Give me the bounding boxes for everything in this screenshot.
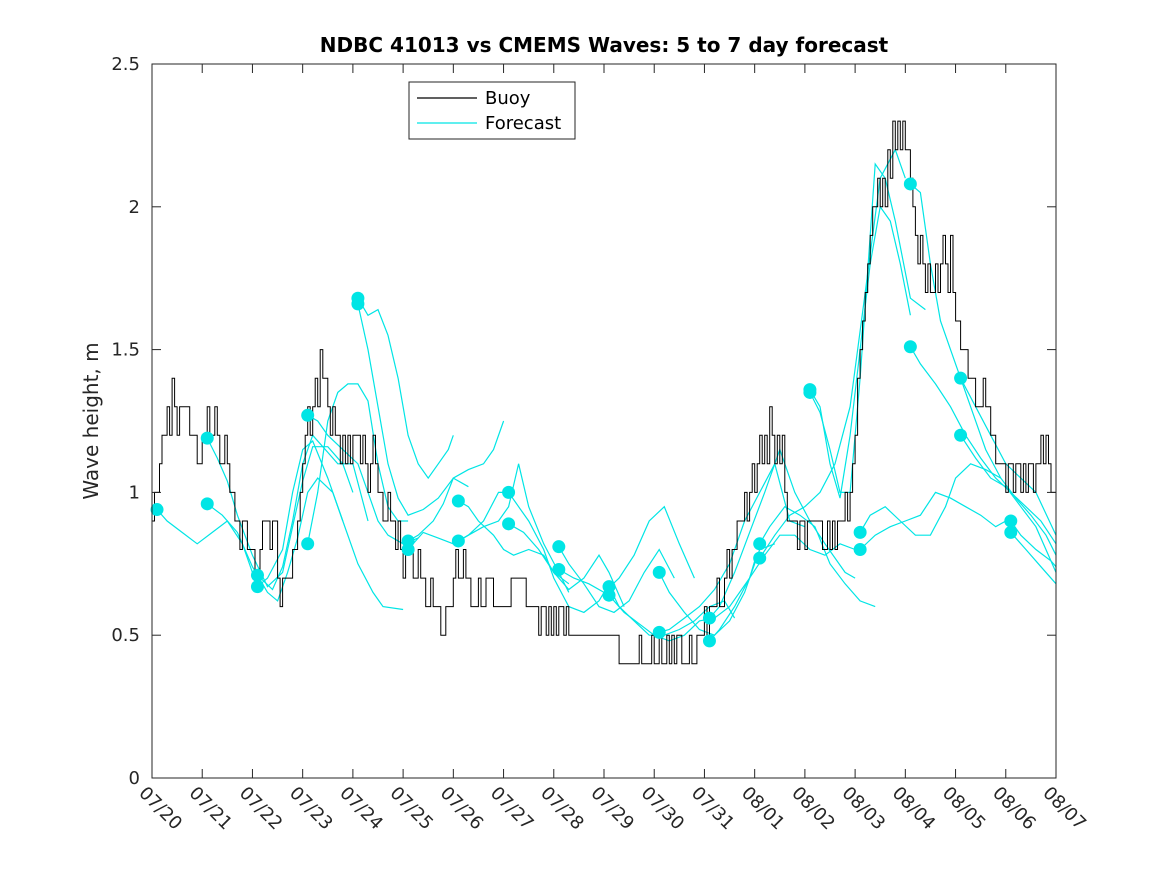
legend-label: Forecast [485,113,561,134]
forecast-line [458,463,570,593]
buoy-line [152,120,1057,665]
forecast-line [206,437,354,588]
forecast-line [257,440,404,611]
forecast-marker [451,494,465,508]
axes [151,63,1057,779]
forecast-marker [502,485,516,499]
forecast-marker [702,611,716,625]
y-tick-label: 2 [129,197,140,218]
forecast-marker [502,517,516,531]
legend: Buoy Forecast [408,81,576,140]
forecast-marker [351,297,365,311]
forecast-marker [1004,514,1018,528]
forecast-marker [250,568,264,582]
forecast-line [357,297,454,480]
forecast-line [759,505,876,608]
y-tick-label: 0 [129,768,140,789]
forecast-line [759,148,906,559]
forecast-marker [301,537,315,551]
forecast-start-markers [150,177,1018,648]
forecast-marker [954,371,968,385]
forecast-line [558,546,675,614]
forecast-marker [903,340,917,354]
forecast-marker [954,428,968,442]
forecast-line [1010,520,1057,568]
forecast-marker [401,543,415,557]
forecast-marker [853,543,867,557]
forecast-line [909,346,1057,545]
forecast-marker [200,431,214,445]
forecast-line [357,303,469,516]
forecast-line [156,509,264,590]
forecast-marker [552,563,566,577]
forecast-marker [753,551,767,565]
forecast-marker [702,634,716,648]
forecast-marker [451,534,465,548]
forecast-marker [301,408,315,422]
y-tick-label: 1.5 [111,340,140,361]
y-tick-label: 0.5 [111,625,140,646]
forecast-line [558,505,695,594]
y-axis-label: Wave height, m [79,342,103,499]
forecast-marker [652,565,666,579]
y-tick-labels: 0 0.5 1 1.5 2 2.5 [111,54,140,789]
forecast-marker [1004,525,1018,539]
forecast-line [307,383,409,544]
forecast-line [407,420,505,542]
forecast-line [709,534,856,642]
forecast-line [859,491,1007,550]
buoy-series [152,120,1057,665]
legend-box [408,81,576,140]
chart-title: NDBC 41013 vs CMEMS Waves: 5 to 7 day fo… [320,33,889,57]
forecast-marker [250,580,264,594]
legend-label: Buoy [485,88,531,109]
forecast-marker [200,497,214,511]
plot-area [150,64,1057,778]
y-tick-label: 1 [129,482,140,503]
forecast-line [508,492,605,614]
forecast-line [508,523,625,607]
forecast-line [608,560,756,642]
forecast-marker [803,385,817,399]
forecast-marker [853,525,867,539]
forecast-line [1010,532,1057,585]
forecast-marker [903,177,917,191]
forecast-marker [652,625,666,639]
forecast-marker [552,540,566,554]
y-tick-label: 2.5 [111,54,140,75]
forecast-marker [602,588,616,602]
forecast-marker [753,537,767,551]
plot-background [152,64,1056,778]
forecast-marker [150,503,164,517]
forecast-line [859,463,1002,536]
